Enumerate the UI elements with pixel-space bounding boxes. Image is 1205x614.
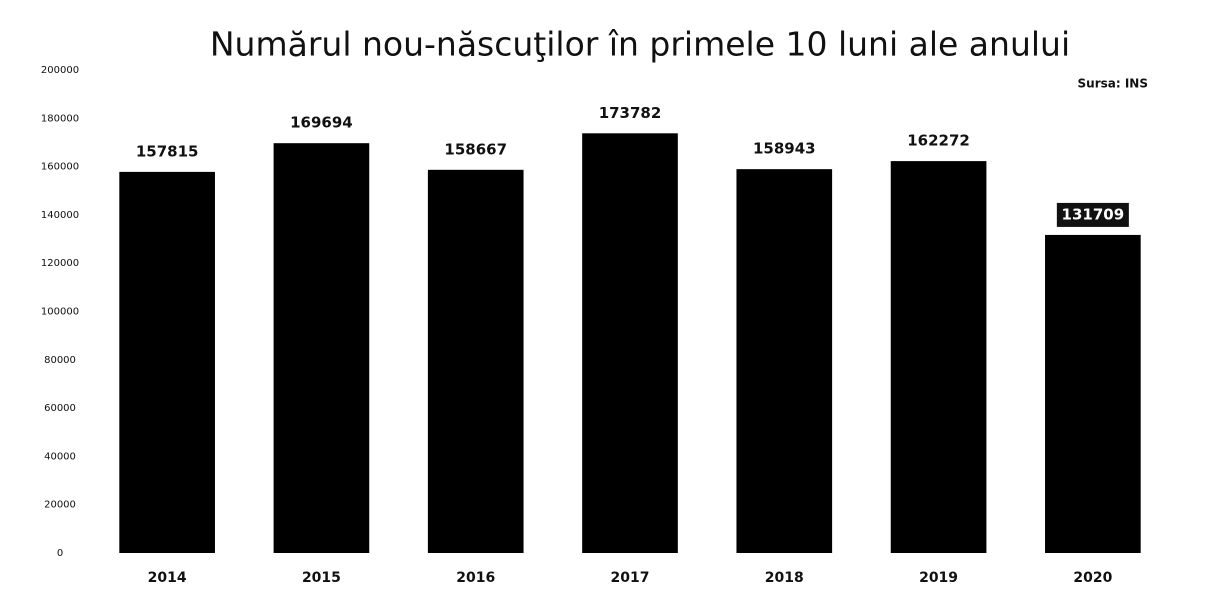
bar — [890, 161, 987, 554]
bar — [427, 169, 524, 553]
x-tick-label: 2017 — [611, 570, 650, 586]
value-label: 169694 — [290, 114, 353, 132]
value-label: 162272 — [907, 132, 970, 150]
bar — [736, 169, 833, 553]
y-tick-label: 180000 — [41, 113, 79, 124]
x-tick-label: 2014 — [148, 570, 187, 586]
y-tick-label: 40000 — [44, 451, 76, 462]
bar — [119, 171, 215, 553]
x-tick-label: 2016 — [456, 570, 495, 586]
value-label-box — [1056, 202, 1129, 227]
value-label: 173782 — [599, 104, 662, 122]
x-tick-label: 2020 — [1073, 570, 1112, 586]
y-tick-label: 120000 — [41, 258, 79, 269]
x-tick-label: 2019 — [919, 570, 958, 586]
value-label: 157815 — [136, 142, 199, 160]
x-tick-label: 2018 — [765, 570, 804, 586]
y-tick-label: 0 — [57, 548, 63, 559]
y-tick-label: 60000 — [44, 403, 76, 414]
value-label: 158667 — [444, 140, 507, 158]
y-tick-label: 200000 — [41, 65, 79, 76]
value-label: 158943 — [753, 140, 816, 158]
bar — [1045, 234, 1141, 553]
bar — [582, 133, 678, 553]
y-tick-label: 140000 — [41, 210, 79, 221]
bar — [273, 143, 370, 553]
y-tick-label: 160000 — [41, 162, 79, 173]
value-label: 131709 — [1062, 205, 1125, 223]
y-tick-label: 20000 — [44, 500, 76, 511]
chart-subtitle: Sursa: INS — [1078, 77, 1148, 91]
x-tick-label: 2015 — [302, 570, 341, 586]
chart-title: Numărul nou-născuţilor în primele 10 lun… — [210, 25, 1070, 64]
y-tick-label: 100000 — [41, 307, 79, 318]
y-tick-label: 80000 — [44, 355, 76, 366]
